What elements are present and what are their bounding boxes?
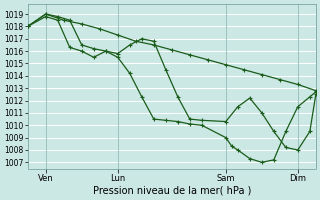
X-axis label: Pression niveau de la mer( hPa ): Pression niveau de la mer( hPa ): [92, 186, 251, 196]
